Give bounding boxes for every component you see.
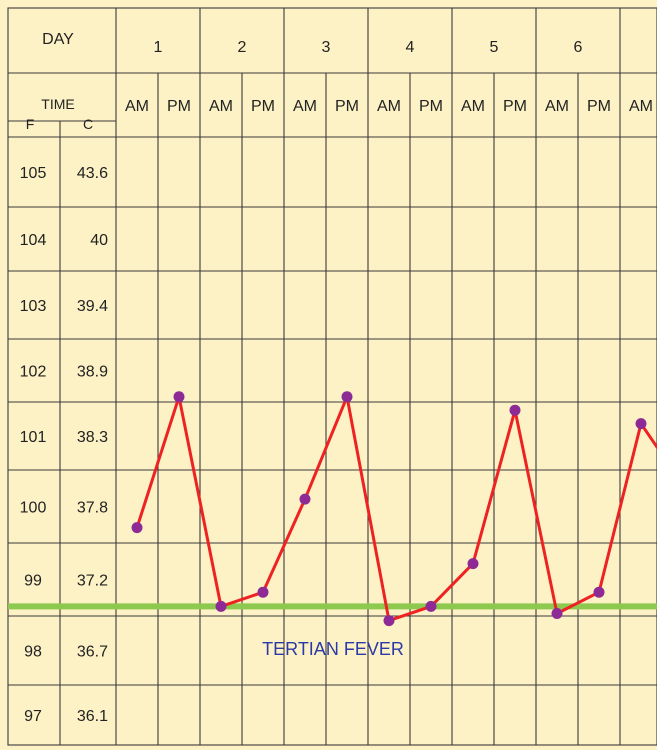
period-label: PM xyxy=(335,98,359,115)
data-point xyxy=(383,615,395,627)
celsius-header-label: C xyxy=(83,116,93,132)
data-point xyxy=(257,586,269,598)
period-label: PM xyxy=(419,98,443,115)
fahrenheit-tick-label: 105 xyxy=(20,165,47,182)
period-label: AM xyxy=(377,98,401,115)
day-label: 5 xyxy=(490,39,499,56)
celsius-tick-label: 39.4 xyxy=(77,298,108,315)
data-points xyxy=(131,391,647,627)
fahrenheit-tick-label: 102 xyxy=(20,364,47,381)
fahrenheit-header-label: F xyxy=(26,116,35,132)
data-point xyxy=(551,608,563,619)
celsius-tick-label: 36.1 xyxy=(77,708,108,725)
data-point xyxy=(131,522,143,534)
period-labels: AMPMAMPMAMPMAMPMAMPMAMPMAMPM xyxy=(125,98,653,115)
celsius-tick-label: 37.8 xyxy=(77,500,108,517)
fahrenheit-tick-label: 104 xyxy=(20,232,47,249)
data-point xyxy=(635,418,647,430)
fahrenheit-tick-label: 99 xyxy=(24,573,42,590)
period-label: AM xyxy=(125,98,149,115)
period-label: AM xyxy=(461,98,485,115)
data-point xyxy=(425,600,437,612)
fahrenheit-tick-label: 100 xyxy=(20,500,47,517)
celsius-tick-label: 40 xyxy=(90,232,108,249)
period-label: PM xyxy=(503,98,527,115)
fahrenheit-tick-label: 101 xyxy=(20,429,47,446)
period-label: AM xyxy=(293,98,317,115)
day-label: 1 xyxy=(154,39,163,56)
day-label: 6 xyxy=(574,39,583,56)
fahrenheit-tick-label: 97 xyxy=(24,708,42,725)
period-label: AM xyxy=(209,98,233,115)
time-header-label: TIME xyxy=(41,96,74,112)
period-label: PM xyxy=(587,98,611,115)
data-point xyxy=(467,558,479,570)
celsius-tick-label: 36.7 xyxy=(77,644,108,661)
series-line xyxy=(135,395,657,623)
fahrenheit-tick-label: 98 xyxy=(24,644,42,661)
data-point xyxy=(341,391,353,403)
y-axis-labels: 105 43.6 104 40 103 39.4 102 38.9 101 38.3 100 37.8… xyxy=(20,165,108,725)
celsius-tick-label: 38.3 xyxy=(77,429,108,446)
data-point xyxy=(173,391,185,403)
fahrenheit-tick-label: 103 xyxy=(20,298,47,315)
period-label: PM xyxy=(167,98,191,115)
day-label: 4 xyxy=(406,39,415,56)
tertian-fever-annotation: TERTIAN FEVER xyxy=(262,639,404,659)
data-point xyxy=(593,586,605,598)
data-point xyxy=(509,404,521,416)
day-labels: 1234567 xyxy=(154,39,583,56)
period-label: AM xyxy=(629,98,653,115)
data-point xyxy=(299,493,311,505)
period-label: PM xyxy=(251,98,275,115)
day-header-label: DAY xyxy=(42,31,74,48)
celsius-tick-label: 37.2 xyxy=(77,573,108,590)
day-label: 3 xyxy=(322,39,331,56)
period-label: AM xyxy=(545,98,569,115)
day-label: 2 xyxy=(238,39,247,56)
grid-lines xyxy=(7,7,657,746)
celsius-tick-label: 43.6 xyxy=(77,165,108,182)
celsius-tick-label: 38.9 xyxy=(77,364,108,381)
data-point xyxy=(215,600,227,612)
